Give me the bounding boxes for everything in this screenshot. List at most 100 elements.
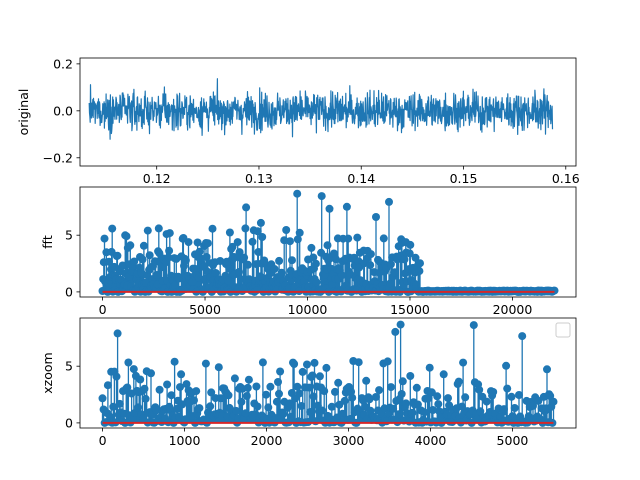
fft-stem-marker — [288, 256, 296, 265]
xzoom-stem-marker — [290, 360, 299, 368]
xzoom-stem-marker — [201, 359, 210, 368]
fft-stem-marker — [282, 226, 291, 234]
xzoom-stem-marker — [406, 372, 415, 380]
panel-fft: 0 5000 10000 15000 20000 0 5 fft — [40, 186, 577, 317]
xzoom-stem-marker — [155, 385, 164, 394]
fft-stem-marker — [145, 251, 154, 260]
xzoom-stem-marker — [279, 410, 288, 418]
fft-stem-marker — [344, 234, 353, 243]
xzoom-stem-marker — [275, 389, 283, 398]
fft-xtick-label: 20000 — [493, 302, 533, 317]
fft-stem-marker — [366, 261, 375, 270]
xzoom-stem-marker — [424, 394, 433, 403]
original-xtick-label: 0.15 — [450, 171, 478, 186]
fft-stem-marker — [191, 265, 200, 273]
fft-stem-marker — [415, 267, 424, 276]
xzoom-stem-marker — [206, 402, 215, 411]
panel-xzoom: 0 1000 2000 3000 4000 5000 0 5 xzoom — [40, 317, 577, 448]
xzoom-stem-marker — [306, 408, 315, 416]
xzoom-stem-marker — [347, 387, 356, 396]
original-ytick-label: 0.0 — [53, 103, 73, 118]
xzoom-stem-marker — [276, 367, 285, 376]
xzoom-stem-marker — [109, 402, 118, 411]
fft-stem-marker — [245, 275, 254, 284]
xzoom-stem-marker — [396, 320, 405, 329]
fft-stem-marker — [171, 281, 179, 290]
xzoom-stem-marker — [214, 363, 223, 372]
xzoom-stem-marker — [434, 400, 443, 409]
xzoom-stem-marker — [207, 388, 216, 397]
fft-stem-marker — [366, 250, 375, 259]
fft-stem-marker — [254, 248, 263, 256]
original-xtick-label: 0.13 — [245, 171, 273, 186]
panel-original-frame — [79, 57, 577, 167]
fft-stem-marker — [309, 253, 318, 262]
fft-stem-marker — [379, 234, 388, 243]
original-xtick-label: 0.16 — [552, 171, 580, 186]
xzoom-stem-marker — [264, 403, 273, 412]
fft-stem-marker — [224, 276, 232, 285]
xzoom-stem-marker — [136, 375, 145, 384]
xzoom-xtick-label: 0 — [99, 433, 107, 448]
xzoom-stem-marker — [298, 367, 307, 376]
xzoom-stem-marker — [510, 404, 519, 412]
xzoom-stem-marker — [103, 381, 112, 390]
xzoom-stem-marker — [112, 372, 121, 381]
fft-stem-marker — [236, 275, 245, 284]
fft-stem-marker — [100, 234, 109, 243]
xzoom-stem-marker — [383, 357, 392, 366]
xzoom-stem-marker — [309, 392, 318, 401]
panel-fft-ylabel: fft — [40, 235, 55, 249]
xzoom-stem-marker — [362, 376, 371, 385]
xzoom-stem-marker — [322, 363, 331, 372]
panel-fft-plot — [98, 189, 559, 296]
panel-fft-axes: 0 5000 10000 15000 20000 0 5 — [65, 228, 532, 317]
original-xtick-label: 0.12 — [143, 171, 171, 186]
xzoom-stem-marker — [543, 365, 551, 374]
xzoom-stem-marker — [181, 415, 190, 424]
fft-stem-marker — [275, 256, 284, 265]
fft-stem-marker — [258, 233, 267, 241]
fft-xtick-label: 5000 — [189, 302, 221, 317]
fft-stem-marker — [228, 242, 237, 251]
original-xtick-label: 0.14 — [347, 171, 375, 186]
fft-stem-marker — [184, 238, 193, 247]
xzoom-stem-marker — [402, 399, 410, 408]
xzoom-stem-marker — [134, 403, 143, 412]
xzoom-stem-marker — [503, 384, 512, 393]
xzoom-stem-marker — [172, 404, 181, 413]
xzoom-stem-marker — [305, 383, 314, 392]
fft-stem-marker — [323, 241, 332, 250]
fft-stem-marker — [406, 240, 415, 249]
fft-stem-marker — [108, 224, 117, 233]
fft-stem-marker — [244, 260, 252, 269]
xzoom-stem-marker — [311, 417, 320, 426]
fft-stem-marker — [174, 274, 183, 283]
xzoom-stem-marker — [507, 392, 516, 401]
fft-stem-marker — [203, 239, 212, 248]
xzoom-xtick-label: 2000 — [251, 433, 283, 448]
xzoom-stem-marker — [476, 407, 485, 416]
fft-stem-marker — [225, 228, 234, 237]
fft-stem-marker — [416, 259, 424, 268]
fft-stem-marker — [328, 281, 337, 289]
fft-stem-marker — [256, 272, 265, 281]
xzoom-stem-marker — [354, 358, 363, 367]
fft-stem-marker — [400, 255, 409, 264]
xzoom-stem-markers — [98, 320, 558, 427]
xzoom-stem-marker — [115, 399, 124, 408]
panel-original-plot — [88, 78, 554, 140]
fft-stem-marker — [233, 238, 242, 247]
xzoom-stem-marker — [331, 387, 339, 396]
xzoom-stem-marker — [348, 393, 357, 402]
xzoom-xtick-label: 4000 — [415, 433, 447, 448]
panel-xzoom-legend — [555, 322, 571, 338]
xzoom-stem-marker — [371, 393, 380, 401]
fft-stem-marker — [386, 260, 395, 269]
xzoom-stem-marker — [163, 380, 172, 389]
original-series-line — [88, 78, 554, 140]
xzoom-stem-marker — [338, 409, 347, 418]
fft-stem-marker — [325, 204, 334, 213]
xzoom-stem-marker — [389, 404, 398, 413]
xzoom-stem-marker — [461, 393, 470, 402]
